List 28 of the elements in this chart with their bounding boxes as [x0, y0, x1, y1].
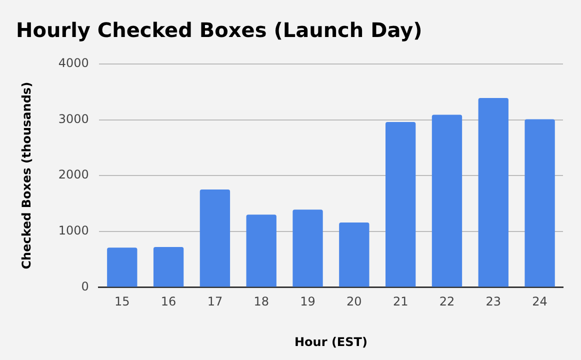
bar	[385, 122, 416, 287]
x-tick-label: 16	[160, 294, 176, 309]
y-tick-label: 1000	[58, 224, 89, 238]
bar	[339, 222, 370, 287]
y-tick-label: 3000	[58, 112, 89, 126]
bar	[107, 248, 138, 287]
x-tick-label: 20	[346, 294, 362, 309]
x-tick-label: 23	[486, 294, 502, 309]
bar	[432, 114, 462, 287]
x-tick-label: 21	[392, 294, 408, 309]
bar	[153, 247, 184, 287]
x-tick-label: 24	[532, 294, 548, 309]
bar	[200, 190, 230, 287]
chart-title: Hourly Checked Boxes (Launch Day)	[16, 18, 422, 42]
x-axis-title: Hour (EST)	[294, 334, 368, 349]
bar	[524, 119, 555, 287]
x-tick-label: 19	[300, 294, 316, 309]
y-tick-label: 0	[81, 279, 89, 294]
y-axis-title: Checked Boxes (thousands)	[19, 82, 34, 270]
bar	[478, 98, 508, 287]
x-tick-label: 15	[114, 294, 130, 309]
x-tick-label: 17	[207, 294, 223, 309]
x-tick-label: 18	[254, 294, 269, 309]
y-tick-label: 4000	[58, 56, 89, 70]
bar	[292, 210, 323, 287]
x-tick-label: 22	[439, 294, 455, 309]
y-tick-label: 2000	[58, 168, 89, 182]
bar	[246, 214, 276, 287]
